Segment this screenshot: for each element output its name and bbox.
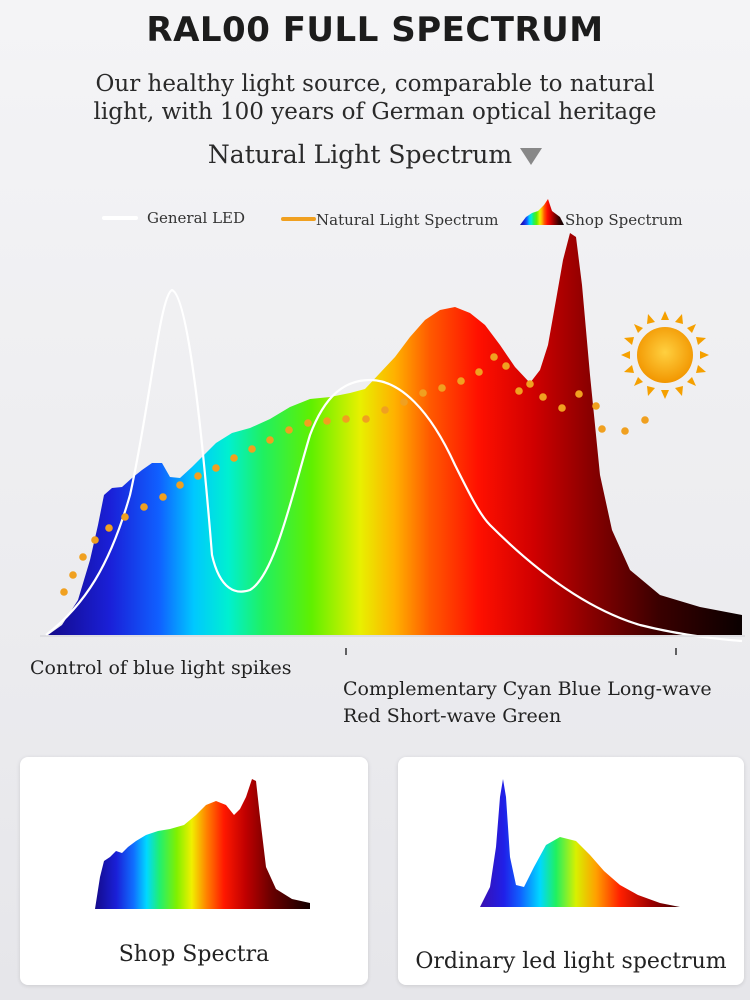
spectrum-chart: General LED Natural Light Spectrum Shop … — [40, 199, 745, 655]
natural-dot — [342, 415, 350, 423]
triangle-down-icon — [520, 148, 543, 165]
natural-dot — [419, 389, 427, 397]
legend: General LED Natural Light Spectrum Shop … — [102, 199, 683, 229]
natural-dot — [381, 406, 389, 414]
natural-dot — [592, 402, 600, 410]
legend-shop-swatch — [520, 199, 564, 225]
shop-spectrum-area — [48, 233, 742, 635]
sun-icon — [621, 311, 709, 399]
ordinary-led-thumbnail — [480, 779, 680, 907]
natural-dot — [121, 513, 129, 521]
natural-dot — [558, 404, 566, 412]
natural-dot — [248, 445, 256, 453]
annotation-complementary: Complementary Cyan Blue Long-wave Red Sh… — [343, 676, 712, 730]
annotation-blue-spikes: Control of blue light spikes — [30, 657, 292, 679]
natural-dot — [230, 454, 238, 462]
natural-dot — [457, 377, 465, 385]
complementary-bracket — [345, 648, 677, 655]
legend-natural-label: Natural Light Spectrum — [316, 211, 499, 229]
general-led-curve — [45, 288, 743, 643]
ordinary-led-label: Ordinary led light spectrum — [415, 949, 727, 974]
annotation-complementary-line-2: Red Short-wave Green — [343, 705, 562, 727]
natural-dot — [212, 464, 220, 472]
subtitle-line-1: Our healthy light source, comparable to … — [95, 71, 655, 97]
natural-dot — [304, 419, 312, 427]
natural-dot — [575, 390, 583, 398]
page-title: RAL00 FULL SPECTRUM — [146, 10, 604, 50]
natural-dot — [159, 493, 167, 501]
natural-dot — [490, 353, 498, 361]
natural-dot — [194, 472, 202, 480]
natural-dot — [475, 368, 483, 376]
natural-dot — [621, 427, 629, 435]
page-subtitle: Our healthy light source, comparable to … — [0, 70, 750, 126]
shop-spectra-card: Shop Spectra — [20, 757, 368, 985]
natural-dot — [285, 426, 293, 434]
legend-shop-label: Shop Spectrum — [565, 211, 683, 229]
natural-light-dots — [60, 353, 649, 596]
natural-dot — [526, 380, 534, 388]
subtitle-line-2: light, with 100 years of German optical … — [93, 99, 657, 125]
shop-spectra-thumbnail — [95, 779, 310, 909]
section-title: Natural Light Spectrum — [0, 140, 750, 169]
natural-dot — [69, 571, 77, 579]
natural-dot — [140, 503, 148, 511]
ordinary-led-card: Ordinary led light spectrum — [398, 757, 744, 985]
natural-dot — [105, 524, 113, 532]
natural-dot — [176, 481, 184, 489]
shop-spectra-label: Shop Spectra — [118, 942, 270, 967]
natural-dot — [539, 393, 547, 401]
natural-dot — [400, 398, 408, 406]
section-title-text: Natural Light Spectrum — [207, 140, 513, 169]
natural-dot — [502, 362, 510, 370]
natural-dot — [598, 425, 606, 433]
legend-general-led-label: General LED — [147, 209, 245, 227]
natural-dot — [91, 536, 99, 544]
natural-dot — [362, 415, 370, 423]
annotation-complementary-line-1: Complementary Cyan Blue Long-wave — [343, 678, 712, 700]
natural-dot — [323, 417, 331, 425]
natural-dot — [641, 416, 649, 424]
natural-dot — [60, 588, 68, 596]
natural-dot — [266, 436, 274, 444]
natural-dot — [515, 387, 523, 395]
natural-dot — [79, 553, 87, 561]
natural-dot — [438, 384, 446, 392]
